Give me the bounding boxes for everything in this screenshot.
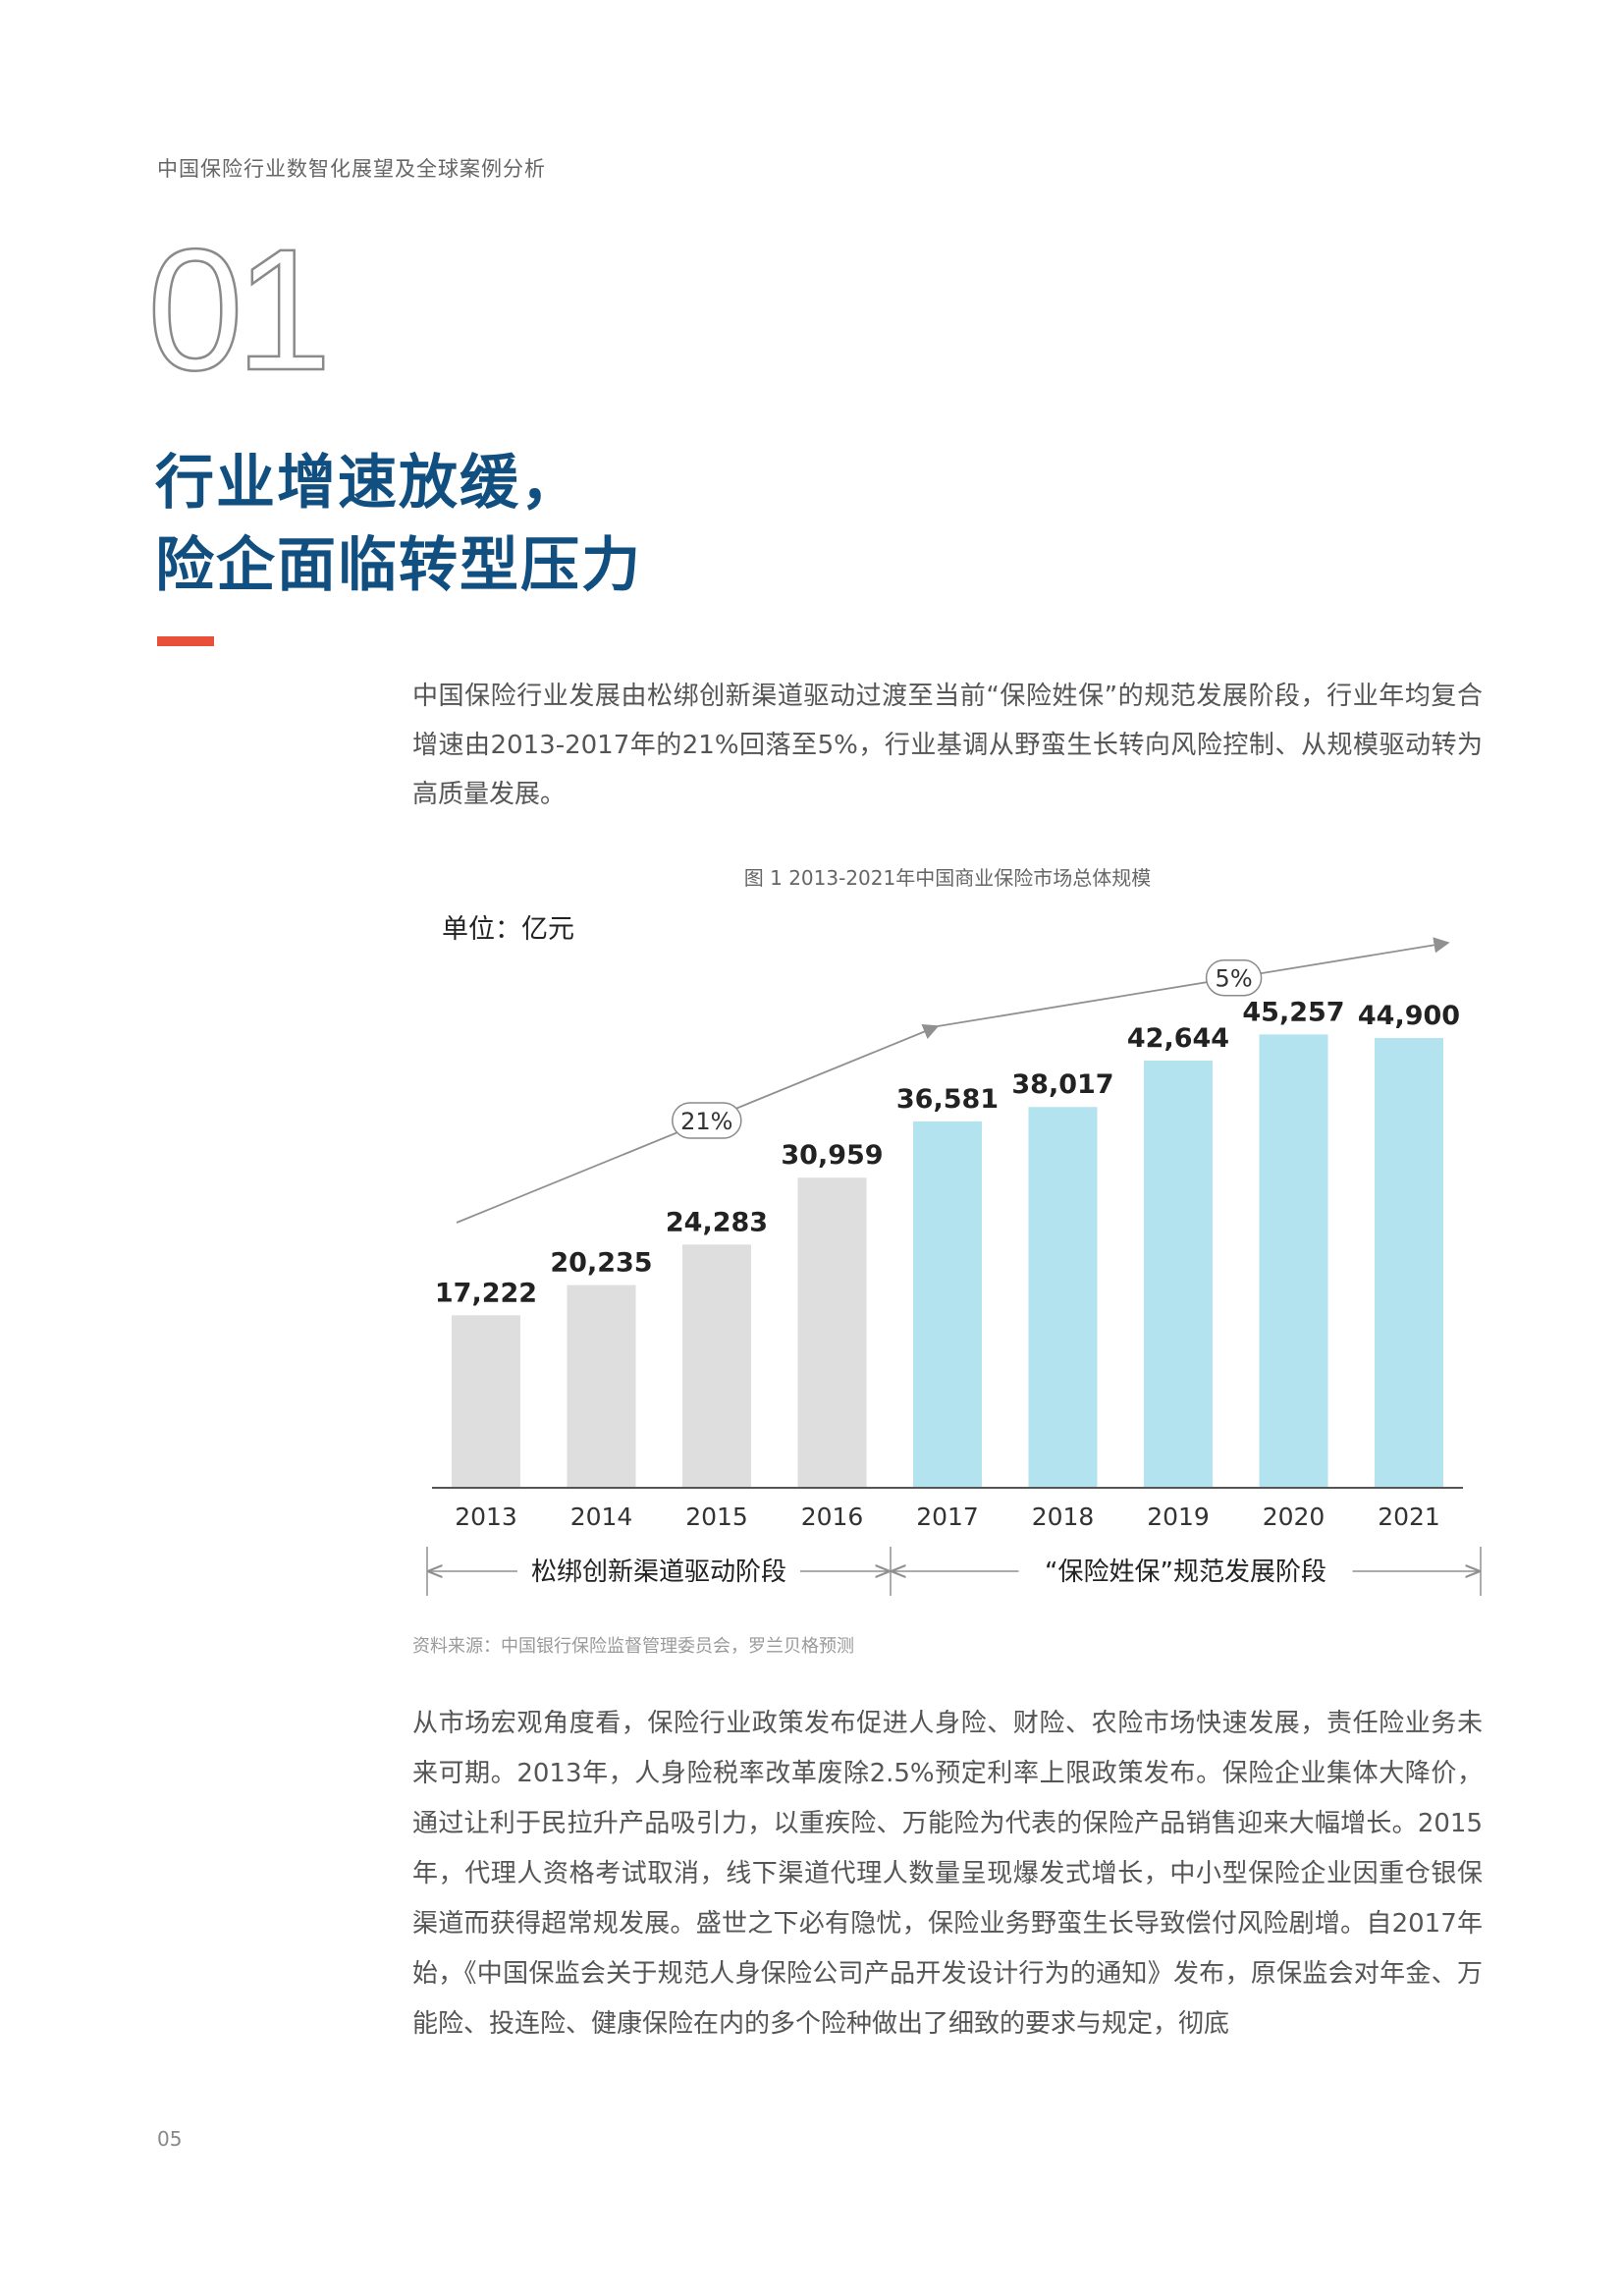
phase-label-1: 松绑创新渠道驱动阶段	[531, 1558, 786, 1587]
x-tick-2018: 2018	[1032, 1503, 1095, 1531]
bar-2013	[452, 1315, 520, 1488]
chart-caption: 图 1 2013-2021年中国商业保险市场总体规模	[743, 866, 1152, 890]
bar-2014	[567, 1285, 636, 1488]
bar-2019	[1144, 1061, 1213, 1488]
bar-2016	[797, 1177, 867, 1488]
phase-brackets: 松绑创新渠道驱动阶段 “保险姓保”规范发展阶段	[426, 1547, 1482, 1596]
x-tick-2021: 2021	[1378, 1503, 1440, 1531]
data-label-2020: 45,257	[1242, 997, 1344, 1027]
page-title: 行业增速放缓， 险企面临转型压力	[155, 442, 642, 607]
body-text: 从市场宏观角度看，保险行业政策发布促进人身险、财险、农险市场快速发展，责任险业务…	[412, 1709, 1483, 2039]
x-tick-2015: 2015	[685, 1503, 748, 1531]
x-tick-2013: 2013	[455, 1503, 517, 1531]
phase-label-2: “保险姓保”规范发展阶段	[1045, 1558, 1326, 1587]
x-tick-2019: 2019	[1147, 1503, 1210, 1531]
bar-chart: 单位：亿元 21% 5% 17,222 20,235 24,283 30,959 36,5…	[426, 914, 1482, 1596]
data-label-2016: 30,959	[781, 1140, 883, 1171]
trend-arrow-2	[937, 937, 1450, 1027]
chart-unit-label: 单位：亿元	[442, 914, 574, 945]
growth-label-1: 21%	[680, 1108, 732, 1135]
bars: 17,222 20,235 24,283 30,959 36,581 38,017 42,6…	[435, 997, 1460, 1488]
bar-2020	[1259, 1034, 1328, 1488]
data-label-2018: 38,017	[1011, 1069, 1113, 1100]
bar-2018	[1028, 1107, 1098, 1488]
data-label-2019: 42,644	[1127, 1023, 1229, 1054]
title-line-1: 行业增速放缓，	[155, 449, 581, 518]
chapter-number: 01	[146, 214, 333, 407]
growth-badge-1	[672, 1102, 742, 1139]
source-note: 资料来源：中国银行保险监督管理委员会，罗兰贝格预测	[412, 1636, 854, 1657]
x-tick-2017: 2017	[916, 1503, 979, 1531]
bar-2015	[682, 1244, 751, 1488]
x-tick-2014: 2014	[570, 1503, 633, 1531]
data-label-2021: 44,900	[1358, 1001, 1460, 1031]
data-label-2014: 20,235	[550, 1248, 652, 1279]
x-tick-2020: 2020	[1263, 1503, 1325, 1531]
intro-paragraph: 中国保险行业发展由松绑创新渠道驱动过渡至当前“保险姓保”的规范发展阶段，行业年均…	[412, 672, 1483, 819]
intro-text: 中国保险行业发展由松绑创新渠道驱动过渡至当前“保险姓保”的规范发展阶段，行业年均…	[412, 682, 1483, 809]
title-line-2: 险企面临转型压力	[155, 531, 642, 600]
growth-badge-2	[1205, 958, 1263, 997]
bar-2017	[913, 1121, 982, 1488]
data-label-2017: 36,581	[896, 1084, 999, 1115]
trend-arrows: 21% 5%	[456, 937, 1450, 1224]
growth-label-2: 5%	[1216, 965, 1253, 993]
page-number: 05	[157, 2127, 183, 2151]
data-label-2015: 24,283	[666, 1207, 768, 1237]
body-paragraph: 从市场宏观角度看，保险行业政策发布促进人身险、财险、农险市场快速发展，责任险业务…	[412, 1699, 1483, 2050]
bar-2021	[1375, 1038, 1443, 1488]
x-axis-labels: 2013 2014 2015 2016 2017 2018 2019 2020 2021	[455, 1503, 1440, 1531]
accent-bar	[157, 636, 214, 646]
x-tick-2016: 2016	[801, 1503, 864, 1531]
running-header: 中国保险行业数智化展望及全球案例分析	[157, 157, 546, 181]
data-label-2013: 17,222	[435, 1278, 537, 1308]
